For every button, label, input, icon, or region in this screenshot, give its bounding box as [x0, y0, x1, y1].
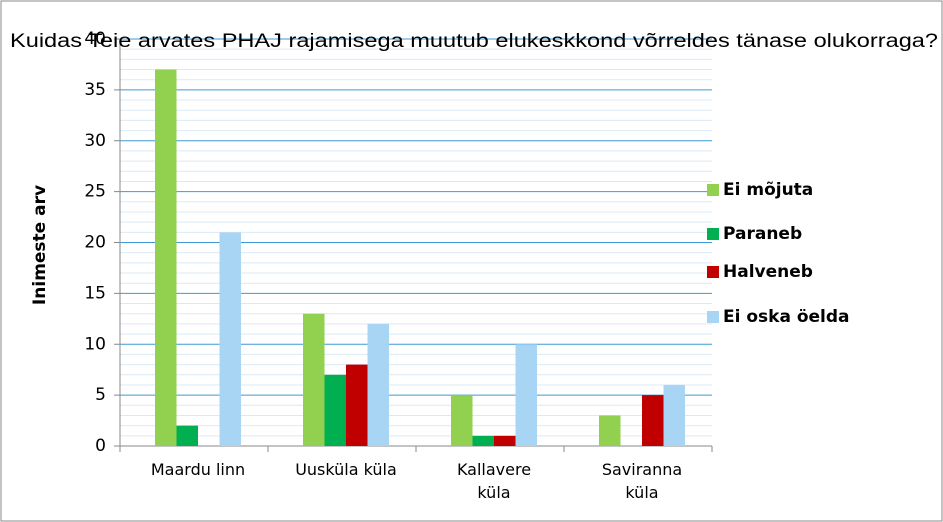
- legend-label: Halveneb: [723, 262, 813, 282]
- bar: [346, 364, 368, 446]
- x-tick-label: Saviranna küla: [601, 460, 683, 502]
- chart-title: Kuidas Teie arvates PHAJ rajamisega muut…: [10, 31, 938, 52]
- y-tick-label: 40: [84, 29, 106, 49]
- bar: [515, 344, 537, 446]
- legend-swatch: [707, 184, 719, 196]
- bar: [451, 395, 473, 446]
- y-tick-label: 10: [84, 334, 106, 354]
- y-tick-label: 30: [84, 131, 106, 151]
- bar: [472, 435, 494, 446]
- y-axis-label: Inimeste arv: [30, 185, 50, 305]
- y-tick-label: 20: [84, 233, 106, 253]
- y-tick-label: 35: [84, 80, 106, 100]
- legend-swatch: [707, 228, 719, 240]
- y-tick-label: 0: [95, 436, 106, 456]
- bar: [494, 435, 516, 446]
- y-tick-label: 15: [84, 283, 106, 303]
- legend-label: Paraneb: [723, 224, 802, 244]
- legend-swatch: [707, 311, 719, 323]
- x-tick-label: Maardu linn: [150, 460, 246, 479]
- bar: [642, 395, 664, 446]
- bar: [599, 415, 621, 446]
- bar: [303, 313, 325, 446]
- x-tick-label: Uusküla küla: [295, 460, 397, 479]
- legend-label: Ei oska öelda: [723, 307, 850, 327]
- y-tick-label: 5: [95, 385, 106, 405]
- bar: [663, 384, 685, 446]
- bar: [155, 69, 177, 447]
- bar: [219, 232, 241, 446]
- bar: [324, 374, 346, 446]
- y-tick-label: 25: [84, 182, 106, 202]
- legend-label: Ei mõjuta: [723, 180, 813, 200]
- legend-swatch: [707, 266, 719, 278]
- bar: [367, 323, 389, 446]
- x-tick-label: Kallavere küla: [456, 460, 532, 502]
- bar: [176, 425, 198, 446]
